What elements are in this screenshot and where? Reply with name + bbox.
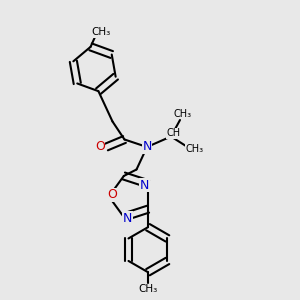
Text: CH₃: CH₃	[174, 109, 192, 119]
Text: CH: CH	[167, 128, 181, 139]
Text: CH₃: CH₃	[92, 27, 111, 38]
Text: N: N	[142, 140, 152, 154]
Text: N: N	[140, 179, 149, 192]
Text: CH₃: CH₃	[186, 143, 204, 154]
Text: N: N	[123, 212, 132, 225]
Text: O: O	[95, 140, 105, 154]
Text: CH₃: CH₃	[138, 284, 158, 294]
Text: O: O	[107, 188, 117, 202]
